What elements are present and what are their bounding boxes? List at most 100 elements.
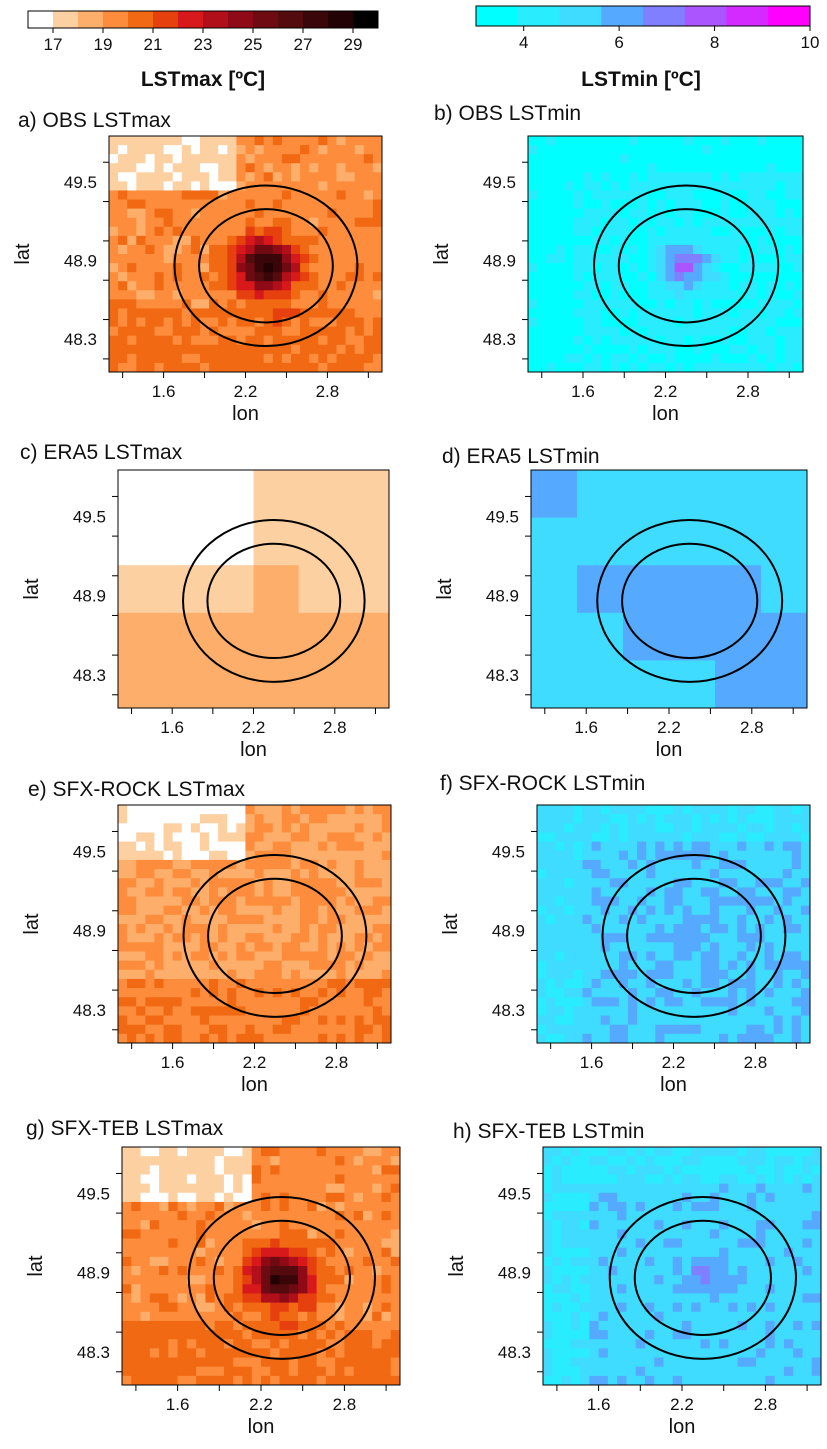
- heatmap-cell: [154, 823, 164, 833]
- heatmap-cells: [543, 1147, 821, 1385]
- heatmap-cell: [628, 914, 638, 925]
- heatmap-cell: [738, 163, 749, 173]
- heatmap-cell: [236, 190, 246, 201]
- heatmap-cell: [208, 470, 254, 519]
- heatmap-cell: [181, 832, 192, 843]
- heatmap-cell: [637, 969, 647, 980]
- heatmap-cell: [601, 308, 611, 319]
- heatmap-cell: [190, 154, 201, 164]
- heatmap-cell: [309, 362, 319, 372]
- heatmap-cell: [127, 254, 137, 264]
- heatmap-cell: [172, 878, 183, 888]
- heatmap-cell: [236, 887, 246, 898]
- heatmap-cell: [163, 850, 174, 861]
- heatmap-cell: [270, 1201, 281, 1212]
- heatmap-cell: [154, 272, 165, 282]
- heatmap-cell: [218, 905, 228, 916]
- heatmap-cell: [263, 145, 274, 155]
- heatmap-cell: [372, 235, 382, 246]
- heatmap-cell: [168, 1165, 179, 1175]
- heatmap-cell: [209, 154, 219, 164]
- heatmap-cell: [555, 841, 565, 852]
- heatmap-cell: [628, 290, 639, 300]
- heatmap-cell: [628, 896, 638, 907]
- heatmap-cell: [136, 217, 146, 228]
- heatmap-cell: [619, 136, 630, 146]
- heatmap-cell: [728, 1220, 739, 1230]
- heatmap-cell: [570, 1284, 581, 1294]
- heatmap-cell: [381, 951, 391, 962]
- heatmap-cell: [236, 353, 246, 364]
- heatmap-cell: [354, 199, 365, 210]
- heatmap-cell: [163, 308, 174, 319]
- heatmap-cell: [345, 208, 356, 219]
- heatmap-cell: [672, 1293, 683, 1304]
- heatmap-cell: [748, 235, 758, 246]
- heatmap-cell: [109, 172, 119, 182]
- heatmap-cell: [381, 1311, 392, 1322]
- heatmap-cell: [318, 805, 328, 815]
- heatmap-cell: [177, 1339, 188, 1349]
- heatmap-cell: [793, 136, 803, 146]
- heatmap-cell: [656, 136, 666, 146]
- heatmap-cell: [591, 805, 602, 815]
- heatmap-cell: [254, 335, 265, 346]
- heatmap-cell: [190, 942, 201, 952]
- heatmap-cell: [693, 272, 703, 282]
- heatmap-cell: [363, 850, 374, 861]
- y-tick-label: 48.3: [73, 666, 106, 685]
- heatmap-cell: [236, 254, 246, 264]
- heatmap-cell: [309, 914, 319, 925]
- heatmap-cell: [682, 1015, 693, 1026]
- heatmap-cell: [773, 1024, 784, 1035]
- heatmap-cell: [390, 1266, 400, 1276]
- heatmap-cell: [663, 1201, 674, 1212]
- heatmap-cell: [205, 1375, 216, 1385]
- x-tick-label: 1.6: [580, 1053, 604, 1072]
- heatmap-cell: [233, 1147, 243, 1157]
- heatmap-cell: [580, 1339, 590, 1349]
- heatmap-cell: [729, 181, 740, 191]
- heatmap-cell: [564, 951, 574, 962]
- heatmap-cell: [543, 1339, 553, 1349]
- heatmap-cell: [327, 326, 337, 337]
- heatmap-cell: [618, 832, 629, 843]
- heatmap-cell: [205, 1247, 216, 1258]
- colorbar-max-tick-label: 29: [344, 35, 363, 54]
- heatmap-cell: [591, 951, 602, 962]
- heatmap-cell: [214, 1275, 225, 1285]
- heatmap-cell: [181, 136, 192, 146]
- heatmap-cell: [163, 272, 174, 282]
- heatmap-cell: [381, 1201, 392, 1212]
- heatmap-cell: [145, 326, 155, 337]
- x-tick-label: 1.6: [574, 718, 598, 737]
- heatmap-cell: [635, 1348, 646, 1359]
- heatmap-cell: [196, 1147, 206, 1157]
- heatmap-cell: [263, 154, 274, 164]
- heatmap-cell: [673, 814, 684, 824]
- heatmap-cell: [729, 335, 740, 346]
- heatmap-cell: [209, 878, 219, 888]
- heatmap-cell: [223, 1229, 234, 1240]
- heatmap-cell: [655, 924, 665, 934]
- heatmap-cell: [738, 217, 749, 228]
- heatmap-cell: [737, 814, 747, 824]
- heatmap-cell: [209, 969, 219, 980]
- heatmap-cell: [543, 1320, 553, 1331]
- heatmap-cell: [279, 1311, 290, 1322]
- heatmap-cell: [570, 1256, 581, 1267]
- heatmap-cell: [638, 181, 648, 191]
- heatmap-cell: [691, 1220, 702, 1230]
- heatmap-cell: [254, 226, 265, 237]
- heatmap-cell: [765, 1147, 776, 1157]
- heatmap-cell: [793, 226, 803, 237]
- heatmap-cell: [205, 1284, 216, 1294]
- heatmap-cell: [555, 978, 565, 989]
- heatmap-cell: [746, 1357, 757, 1368]
- heatmap-cell: [757, 335, 767, 346]
- heatmap-cell: [154, 859, 164, 870]
- heatmap-cell: [637, 814, 647, 824]
- heatmap-cell: [381, 1174, 392, 1185]
- heatmap-cell: [345, 163, 356, 173]
- colorbar-max-cell: [78, 11, 104, 28]
